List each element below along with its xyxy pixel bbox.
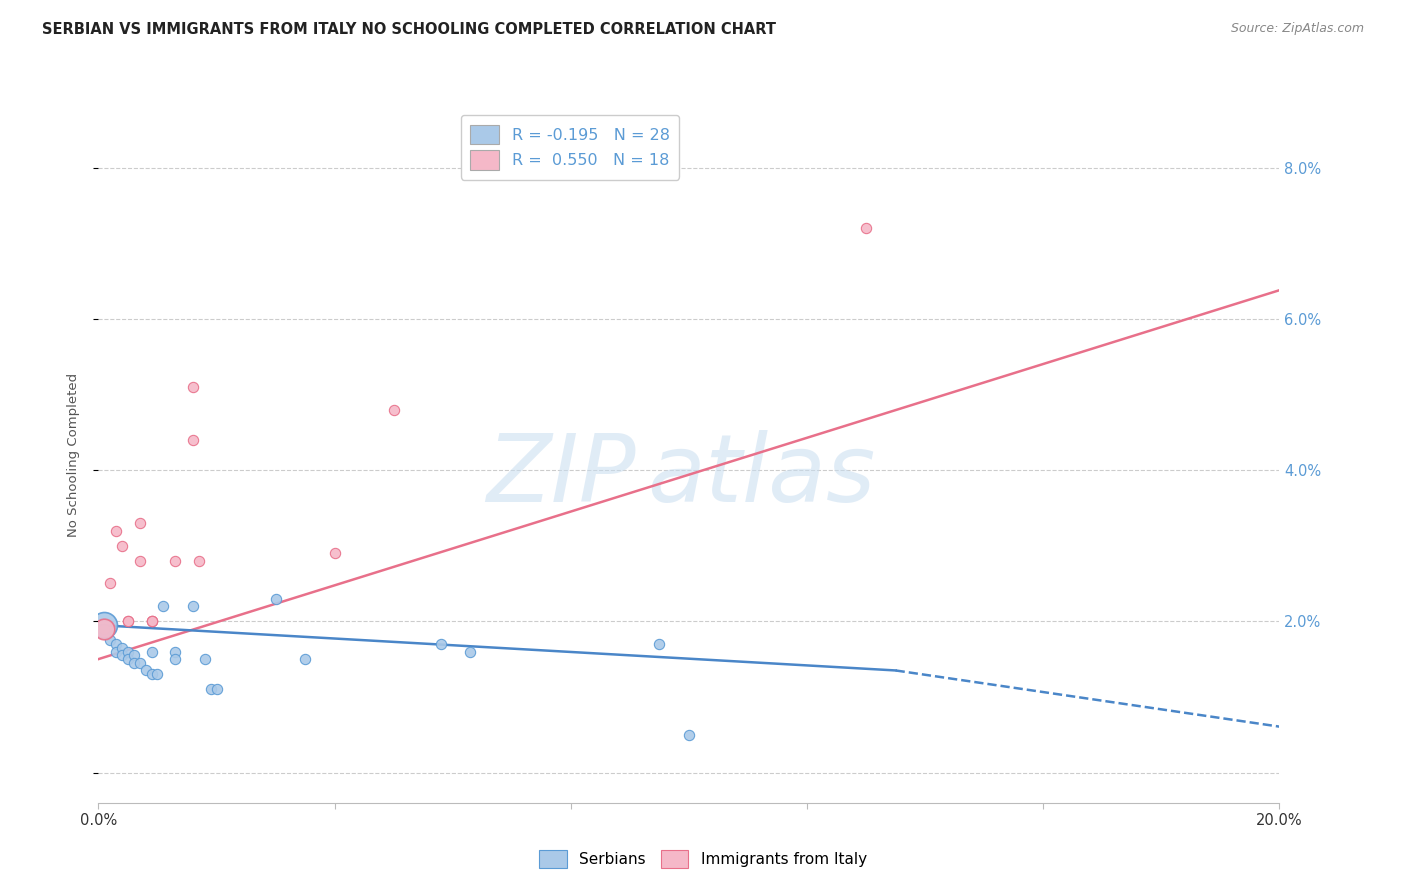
Point (111, 539, 134, 553)
Point (855, 221, 877, 235)
Point (264, 591, 287, 606)
Point (194, 652, 217, 666)
Point (141, 615, 163, 629)
Legend: Serbians, Immigrants from Italy: Serbians, Immigrants from Italy (531, 843, 875, 875)
Point (105, 524, 128, 538)
Point (93, 622, 115, 636)
Point (323, 546, 346, 560)
Point (111, 640, 134, 655)
Point (181, 599, 204, 614)
Point (165, 652, 187, 666)
Point (141, 615, 163, 629)
Legend: R = -0.195   N = 28, R =  0.550   N = 18: R = -0.195 N = 28, R = 0.550 N = 18 (461, 115, 679, 179)
Point (105, 644, 128, 658)
Point (294, 652, 316, 666)
Point (128, 516, 150, 530)
Point (460, 644, 482, 658)
Point (187, 554, 209, 568)
Text: Source: ZipAtlas.com: Source: ZipAtlas.com (1230, 22, 1364, 36)
Point (382, 402, 405, 417)
Point (200, 682, 222, 697)
Point (117, 615, 139, 629)
Point (105, 637, 128, 651)
Point (93, 618, 115, 632)
Point (128, 656, 150, 670)
Point (141, 667, 163, 681)
Text: SERBIAN VS IMMIGRANTS FROM ITALY NO SCHOOLING COMPLETED CORRELATION CHART: SERBIAN VS IMMIGRANTS FROM ITALY NO SCHO… (42, 22, 776, 37)
Point (117, 652, 139, 666)
Point (430, 637, 453, 651)
Point (205, 682, 228, 697)
Point (165, 644, 187, 658)
Point (141, 644, 163, 658)
Point (135, 664, 157, 678)
Point (128, 554, 150, 568)
Point (122, 656, 145, 670)
Point (117, 615, 139, 629)
Point (146, 667, 169, 681)
Point (181, 433, 204, 447)
Point (141, 615, 163, 629)
Point (165, 554, 187, 568)
Text: atlas: atlas (648, 430, 876, 521)
Point (98, 576, 121, 591)
Y-axis label: No Schooling Completed: No Schooling Completed (67, 373, 80, 537)
Point (93, 622, 115, 636)
Point (648, 637, 671, 651)
Point (111, 648, 134, 663)
Text: ZIP: ZIP (486, 430, 636, 521)
Point (93, 625, 115, 640)
Point (678, 728, 700, 742)
Point (181, 380, 204, 394)
Point (122, 648, 145, 663)
Point (117, 644, 139, 658)
Point (152, 599, 174, 614)
Point (98, 633, 121, 648)
